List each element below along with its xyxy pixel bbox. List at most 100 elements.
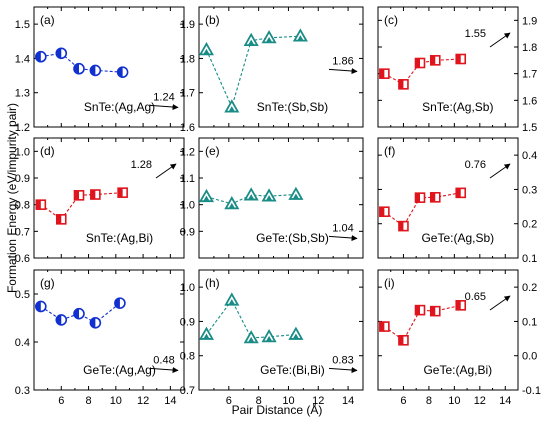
arrow-value: 1.04 — [332, 222, 353, 234]
y-tick-label: 0.8 — [15, 200, 30, 212]
x-tick-label: 12 — [137, 395, 149, 407]
y-tick-label: 0.8 — [180, 351, 195, 363]
panel-label: (g) — [40, 276, 55, 290]
right-tick-label: -0.1 — [522, 385, 541, 397]
compound-label: GeTe:(Ag,Ag) — [83, 363, 156, 377]
data-point-4 — [455, 53, 467, 65]
x-tick-label: 6 — [58, 395, 64, 407]
panel-label: (f) — [384, 144, 395, 158]
arrow-icon — [149, 367, 179, 374]
y-tick-label: 0.7 — [15, 226, 30, 238]
data-point-2 — [414, 304, 426, 316]
arrow-icon — [489, 32, 511, 48]
panel-label: (i) — [384, 276, 395, 290]
data-point-4 — [114, 297, 126, 309]
compound-label: SnTe:(Sb,Sb) — [257, 100, 328, 114]
data-point-1 — [398, 334, 409, 346]
arrow-icon — [489, 295, 511, 311]
arrow-icon — [489, 163, 511, 179]
y-tick-label: 1.0 — [15, 146, 30, 158]
panel-frame — [33, 6, 185, 128]
data-point-0 — [379, 68, 390, 79]
series-line — [205, 35, 301, 109]
arrow-icon — [328, 68, 358, 75]
x-tick-label: 14 — [164, 395, 176, 407]
panel-frame — [377, 6, 519, 128]
right-tick-label: 0.4 — [522, 150, 537, 162]
panel-f: 0.1 0.2 0.3 0.4 (f) GeTe:(Ag,Sb) 0.76 — [377, 137, 537, 265]
data-point-3 — [261, 329, 277, 343]
data-point-1 — [224, 292, 240, 306]
y-tick-label: 1.6 — [180, 122, 195, 134]
data-point-2 — [243, 330, 259, 344]
y-tick-label: 1.1 — [180, 173, 195, 185]
panel-frame — [198, 6, 364, 128]
panel-label: (a) — [40, 13, 55, 27]
x-tick-label: 10 — [282, 395, 294, 407]
series-line — [384, 58, 461, 86]
panel-label: (e) — [205, 144, 220, 158]
data-point-1 — [398, 79, 409, 90]
arrow-value: 1.86 — [332, 55, 353, 67]
x-tick-label: 10 — [448, 395, 460, 407]
panel-g: 6 8 10 12 14 0.3 0.4 0.5 (g) GeTe:(Ag,Ag)0.48 — [15, 269, 185, 407]
data-point-0 — [35, 199, 47, 210]
right-tick-label: 0.0 — [522, 351, 537, 363]
compound-label: SnTe:(Ag,Sb) — [422, 100, 493, 114]
panel-label: (d) — [40, 144, 55, 158]
data-point-2 — [414, 57, 426, 69]
data-point-3 — [429, 192, 441, 203]
panel-frame — [377, 137, 519, 259]
y-tick-label: 1.5 — [15, 19, 30, 31]
arrow-icon — [328, 235, 358, 242]
data-point-1 — [55, 214, 67, 225]
data-point-4 — [455, 300, 467, 311]
x-tick-label: 8 — [85, 395, 91, 407]
x-tick-label: 8 — [426, 395, 432, 407]
x-tick-label: 12 — [312, 395, 324, 407]
data-point-0 — [379, 321, 390, 332]
series-line — [40, 302, 121, 324]
compound-label: GeTe:(Sb,Sb) — [256, 231, 329, 245]
data-point-2 — [243, 187, 259, 201]
compound-label: SnTe:(Ag,Bi) — [86, 231, 153, 245]
right-tick-label: 0.3 — [522, 184, 537, 196]
panel-frame — [33, 137, 185, 259]
y-tick-label: 0.9 — [180, 226, 195, 238]
right-tick-label: 0.2 — [522, 282, 537, 294]
right-tick-label: 1.7 — [522, 69, 537, 81]
x-tick-label: 12 — [474, 395, 486, 407]
data-point-4 — [292, 28, 308, 42]
y-axis-title: Formation Energy (eV/impurity pair) — [5, 103, 19, 293]
data-point-3 — [261, 188, 277, 202]
panel-label: (h) — [205, 276, 220, 290]
y-tick-label: 1.0 — [180, 200, 195, 212]
compound-label: GeTe:(Ag,Sb) — [421, 231, 494, 245]
compound-label: GeTe:(Ag,Bi) — [423, 363, 492, 377]
arrow-value: 1.55 — [465, 28, 486, 40]
data-point-4 — [455, 187, 467, 199]
y-tick-label: 0.9 — [15, 173, 30, 185]
data-point-2 — [73, 190, 85, 201]
data-point-0 — [198, 188, 215, 203]
arrow-icon — [149, 104, 179, 111]
data-point-0 — [198, 42, 215, 56]
x-tick-label: 6 — [226, 395, 232, 407]
data-point-1 — [55, 314, 68, 326]
y-tick-label: 0.6 — [15, 253, 30, 265]
panel-frame — [198, 137, 364, 259]
data-point-1 — [55, 47, 68, 60]
right-tick-label: 1.6 — [522, 95, 537, 107]
arrow-value: 0.65 — [465, 291, 486, 303]
data-point-2 — [73, 307, 85, 320]
data-point-0 — [35, 300, 47, 313]
compound-label: GeTe:(Bi,Bi) — [260, 363, 325, 377]
panel-frame — [33, 269, 185, 391]
panels: 1.2 1.3 1.4 1.5 (a) SnTe:(Ag,Ag)1.24 1.6 1.7 1.8… — [15, 6, 541, 407]
y-tick-label: 1.2 — [180, 146, 195, 158]
data-point-4 — [116, 66, 129, 78]
y-tick-label: 0.4 — [15, 337, 30, 349]
arrow-value: 1.24 — [153, 91, 174, 103]
panel-frame — [198, 269, 364, 391]
y-tick-label: 0.3 — [15, 385, 30, 397]
